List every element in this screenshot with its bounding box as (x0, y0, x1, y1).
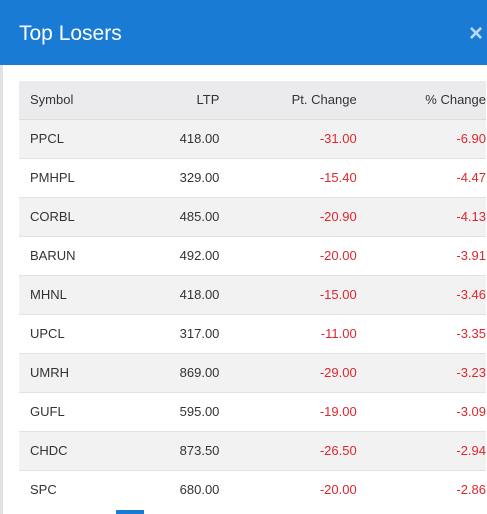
backdrop-edge (0, 65, 3, 514)
table-row: GUFL 595.00 -19.00 -3.09 (19, 391, 486, 431)
cell-symbol: UPCL (19, 313, 121, 353)
cell-pct-change: -2.86 (356, 469, 486, 509)
cell-ltp: 418.00 (120, 274, 220, 314)
column-header-pt-change[interactable]: Pt. Change (219, 81, 357, 120)
cell-pct-change: -2.94 (356, 430, 486, 470)
cell-pt-change: -26.50 (219, 430, 357, 470)
cell-ltp: 317.00 (120, 313, 220, 353)
cell-pt-change: -11.00 (219, 313, 357, 353)
table-row: PPCL 418.00 -31.00 -6.90 (19, 118, 486, 158)
cell-symbol: SPC (19, 469, 121, 509)
cell-symbol: MHNL (19, 274, 121, 314)
column-header-ltp[interactable]: LTP (120, 81, 220, 120)
table-row: UPCL 317.00 -11.00 -3.35 (19, 313, 486, 353)
cell-ltp: 869.00 (120, 352, 220, 392)
table-row: SPC 680.00 -20.00 -2.86 (19, 469, 486, 509)
table-header: Symbol LTP Pt. Change % Change (19, 81, 486, 120)
cell-pct-change: -4.13 (356, 196, 486, 236)
modal-header: Top Losers × (0, 0, 487, 65)
table-row: PMHPL 329.00 -15.40 -4.47 (19, 157, 486, 197)
cell-symbol: PMHPL (19, 157, 121, 197)
cell-ltp: 492.00 (120, 235, 220, 275)
cell-symbol: BARUN (19, 235, 121, 275)
cell-pt-change: -20.00 (219, 235, 357, 275)
cell-pt-change: -20.00 (219, 469, 357, 509)
table-row: CORBL 485.00 -20.90 -4.13 (19, 196, 486, 236)
cell-pct-change: -3.23 (356, 352, 486, 392)
close-icon[interactable]: × (469, 22, 484, 46)
cell-pct-change: -4.47 (356, 157, 486, 197)
top-losers-table: Symbol LTP Pt. Change % Change PPCL 418.… (19, 81, 486, 509)
cell-pt-change: -15.00 (219, 274, 357, 314)
cell-symbol: CORBL (19, 196, 121, 236)
cell-pt-change: -20.90 (219, 196, 357, 236)
table-body: PPCL 418.00 -31.00 -6.90 PMHPL 329.00 -1… (19, 118, 486, 509)
modal-title: Top Losers (19, 22, 122, 45)
cell-pct-change: -3.91 (356, 235, 486, 275)
table-row: UMRH 869.00 -29.00 -3.23 (19, 352, 486, 392)
cell-ltp: 485.00 (120, 196, 220, 236)
cell-ltp: 873.50 (120, 430, 220, 470)
column-header-pct-change[interactable]: % Change (356, 81, 486, 120)
table-row: CHDC 873.50 -26.50 -2.94 (19, 430, 486, 470)
cell-pt-change: -31.00 (219, 118, 357, 158)
cell-symbol: GUFL (19, 391, 121, 431)
table-row: BARUN 492.00 -20.00 -3.91 (19, 235, 486, 275)
table-header-row: Symbol LTP Pt. Change % Change (19, 81, 486, 120)
cell-pct-change: -3.35 (356, 313, 486, 353)
cell-symbol: PPCL (19, 118, 121, 158)
cell-pt-change: -19.00 (219, 391, 357, 431)
cell-pt-change: -29.00 (219, 352, 357, 392)
cell-pt-change: -15.40 (219, 157, 357, 197)
cell-pct-change: -3.46 (356, 274, 486, 314)
cell-ltp: 418.00 (120, 118, 220, 158)
cell-symbol: CHDC (19, 430, 121, 470)
table-row: MHNL 418.00 -15.00 -3.46 (19, 274, 486, 314)
pagination-indicator[interactable] (116, 510, 144, 514)
cell-pct-change: -3.09 (356, 391, 486, 431)
cell-ltp: 595.00 (120, 391, 220, 431)
column-header-symbol[interactable]: Symbol (19, 81, 121, 120)
cell-symbol: UMRH (19, 352, 121, 392)
cell-pct-change: -6.90 (356, 118, 486, 158)
cell-ltp: 329.00 (120, 157, 220, 197)
cell-ltp: 680.00 (120, 469, 220, 509)
